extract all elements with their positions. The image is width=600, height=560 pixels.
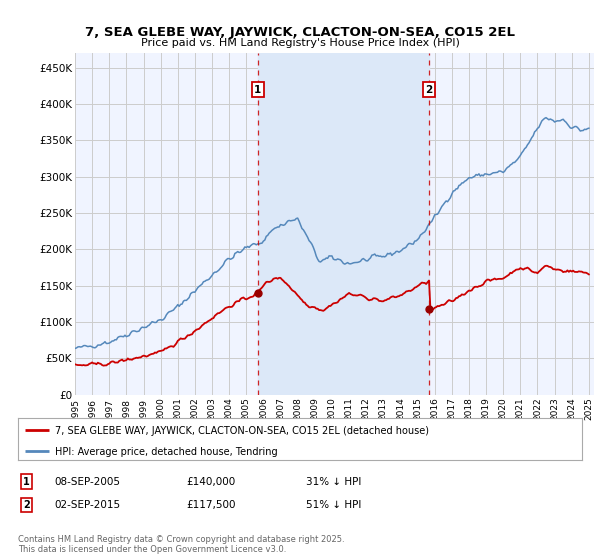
- Text: £140,000: £140,000: [186, 477, 235, 487]
- Text: 08-SEP-2005: 08-SEP-2005: [54, 477, 120, 487]
- Text: 2: 2: [425, 85, 433, 95]
- Text: 1: 1: [23, 477, 29, 487]
- Text: 51% ↓ HPI: 51% ↓ HPI: [306, 500, 361, 510]
- Text: 2: 2: [23, 500, 29, 510]
- Text: 7, SEA GLEBE WAY, JAYWICK, CLACTON-ON-SEA, CO15 2EL (detached house): 7, SEA GLEBE WAY, JAYWICK, CLACTON-ON-SE…: [55, 426, 428, 436]
- Text: Contains HM Land Registry data © Crown copyright and database right 2025.
This d: Contains HM Land Registry data © Crown c…: [18, 535, 344, 554]
- Text: 1: 1: [254, 85, 262, 95]
- Text: Price paid vs. HM Land Registry's House Price Index (HPI): Price paid vs. HM Land Registry's House …: [140, 38, 460, 48]
- Text: HPI: Average price, detached house, Tendring: HPI: Average price, detached house, Tend…: [55, 447, 277, 457]
- Text: 7, SEA GLEBE WAY, JAYWICK, CLACTON-ON-SEA, CO15 2EL: 7, SEA GLEBE WAY, JAYWICK, CLACTON-ON-SE…: [85, 26, 515, 39]
- Text: £117,500: £117,500: [186, 500, 235, 510]
- Bar: [258, 53, 429, 395]
- Text: 02-SEP-2015: 02-SEP-2015: [54, 500, 120, 510]
- Text: 31% ↓ HPI: 31% ↓ HPI: [306, 477, 361, 487]
